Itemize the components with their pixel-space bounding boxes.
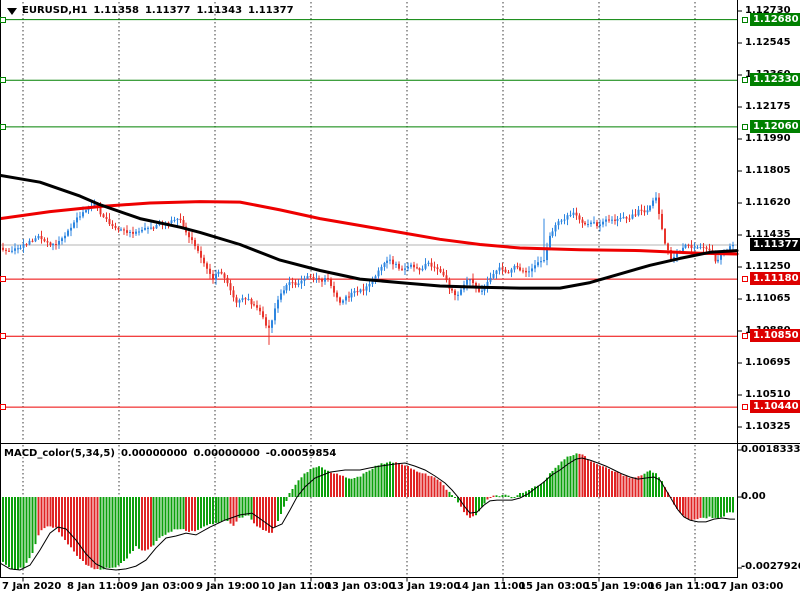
price-axis-label: 1.12545 [745, 37, 791, 48]
line-drag-handle[interactable] [0, 77, 6, 84]
time-axis-label: 17 Jan 03:00 [713, 581, 784, 592]
symbol-period-label: EURUSD,H1 [22, 5, 88, 16]
price-axis-label: 1.11990 [745, 133, 791, 144]
price-axis-label: 1.11435 [745, 229, 791, 240]
macd-signal-value: 0.00000000 [193, 448, 260, 459]
price-axis-label: 1.10510 [745, 389, 791, 400]
time-axis-label: 10 Jan 11:00 [261, 581, 332, 592]
line-drag-handle[interactable] [0, 276, 6, 283]
time-axis-label: 14 Jan 11:00 [455, 581, 526, 592]
macd-indicator-label: MACD_color(5,34,5) 0.00000000 0.00000000 -0… [4, 448, 342, 459]
price-axis-label: 1.11065 [745, 293, 791, 304]
line-drag-handle[interactable] [742, 77, 748, 84]
macd-histogram [2, 453, 734, 570]
low-value: 1.11343 [196, 5, 243, 16]
price-axis-label: 1.11250 [745, 261, 791, 272]
time-axis-label: 15 Jan 19:00 [584, 581, 655, 592]
time-axis-label: 9 Jan 03:00 [131, 581, 195, 592]
time-axis-label: 7 Jan 2020 [2, 581, 62, 592]
price-level-badge-resistance: 1.12680 [750, 12, 800, 26]
macd-axis-label: 0.0018333 [741, 444, 800, 455]
time-axis-label: 13 Jan 19:00 [390, 581, 461, 592]
time-axis-label: 16 Jan 11:00 [648, 581, 719, 592]
macd-axis-label: 0.00 [741, 491, 766, 502]
time-axis-label: 9 Jan 19:00 [196, 581, 260, 592]
price-axis-label: 1.10325 [745, 421, 791, 432]
line-drag-handle[interactable] [742, 123, 748, 130]
price-level-badge-support: 1.10850 [750, 329, 800, 343]
time-axis-label: 8 Jan 11:00 [67, 581, 131, 592]
bid-price-badge: 1.11377 [750, 238, 800, 252]
line-drag-handle[interactable] [742, 404, 748, 411]
price-axis-label: 1.11805 [745, 165, 791, 176]
macd-axis-label: -0.0027926 [741, 561, 800, 572]
line-drag-handle[interactable] [0, 333, 6, 340]
open-value: 1.11358 [93, 5, 139, 16]
chart-title: EURUSD,H1 1.11358 1.11377 1.11343 1.11377 [22, 5, 300, 16]
macd-signal-line [0, 457, 735, 571]
price-level-badge-support: 1.11180 [750, 272, 800, 286]
macd-main-value: 0.00000000 [120, 448, 188, 459]
time-axis-label: 15 Jan 03:00 [519, 581, 590, 592]
line-drag-handle[interactable] [0, 16, 6, 23]
line-drag-handle[interactable] [742, 16, 748, 23]
price-level-badge-resistance: 1.12330 [750, 73, 800, 87]
macd-current-value: -0.00059854 [265, 448, 337, 459]
time-axis-label: 13 Jan 03:00 [325, 581, 396, 592]
macd-name: MACD_color(5,34,5) [4, 448, 115, 459]
line-drag-handle[interactable] [0, 123, 6, 130]
moving-averages [0, 173, 739, 290]
horizontal-line-objects [0, 19, 737, 408]
close-value: 1.11377 [248, 5, 294, 16]
candlesticks [2, 192, 734, 345]
price-axis-label: 1.12730 [745, 5, 791, 16]
high-value: 1.11377 [144, 5, 191, 16]
price-level-badge-resistance: 1.12060 [750, 119, 800, 133]
line-drag-handle[interactable] [742, 276, 748, 283]
price-level-badge-support: 1.10440 [750, 400, 800, 414]
line-drag-handle[interactable] [742, 333, 748, 340]
line-drag-handle[interactable] [0, 404, 6, 411]
ma-red-line [0, 200, 739, 256]
ma-black-line [0, 173, 739, 290]
price-axis-label: 1.10695 [745, 357, 791, 368]
price-axis-label: 1.11620 [745, 197, 791, 208]
frame [0, 0, 800, 582]
chart-dropdown-icon[interactable] [7, 8, 17, 15]
price-axis-label: 1.12175 [745, 101, 791, 112]
